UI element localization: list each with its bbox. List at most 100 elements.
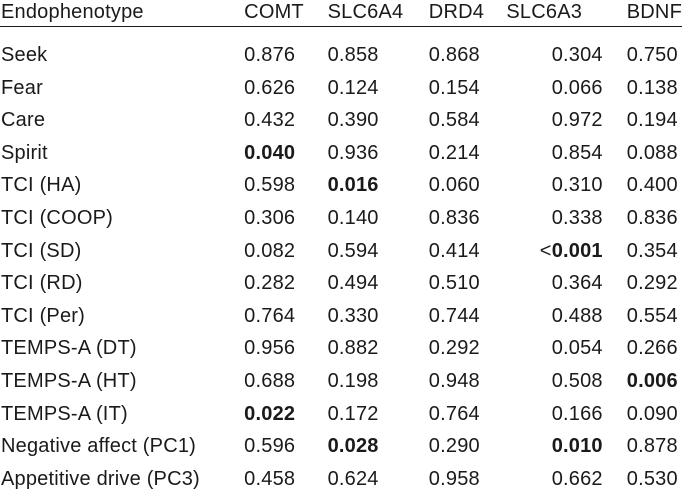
column-header-drd4: DRD4 bbox=[428, 0, 507, 27]
significant-p-value: 0.010 bbox=[551, 435, 603, 458]
p-value: 0.530 bbox=[626, 467, 678, 490]
table-row: TEMPS-A (DT) 0.956 0.882 0.292 0.054 0.266 bbox=[0, 332, 682, 365]
cell-bdnf: 0.400 bbox=[627, 169, 682, 202]
cell-drd4: 0.510 bbox=[429, 267, 507, 300]
row-label: Appetitive drive (PC3) bbox=[1, 467, 200, 490]
column-header-slc6a3: SLC6A3 bbox=[506, 0, 627, 27]
p-value: 0.338 bbox=[551, 206, 603, 229]
row-label: TCI (RD) bbox=[1, 272, 83, 295]
cell-bdnf: 0.836 bbox=[627, 202, 682, 235]
table-body: Seek 0.876 0.858 0.868 0.304 0.750 Fear 0.626 0.… bbox=[0, 27, 682, 496]
p-value: 0.584 bbox=[428, 109, 480, 132]
p-value: 0.858 bbox=[327, 44, 379, 66]
cell-drd4: 0.958 bbox=[429, 463, 507, 496]
table-row: TCI (RD) 0.282 0.494 0.510 0.364 0.292 bbox=[0, 267, 682, 300]
cell-bdnf: 0.194 bbox=[627, 104, 682, 137]
cell-slc6a4: 0.858 bbox=[328, 27, 429, 72]
cell-drd4: 0.290 bbox=[429, 430, 507, 463]
cell-drd4: 0.292 bbox=[429, 332, 507, 365]
cell-comt: 0.764 bbox=[244, 300, 327, 333]
p-value: 0.054 bbox=[551, 337, 603, 360]
cell-slc6a4: 0.594 bbox=[328, 235, 429, 268]
cell-drd4: 0.948 bbox=[429, 365, 507, 398]
table-header: Endophenotype COMT SLC6A4 DRD4 SLC6A3 BD… bbox=[0, 0, 682, 27]
significant-p-value: 0.016 bbox=[327, 174, 379, 197]
cell-drd4: 0.060 bbox=[429, 169, 507, 202]
p-value: 0.488 bbox=[551, 304, 603, 327]
cell-drd4: 0.414 bbox=[429, 235, 507, 268]
p-value: 0.876 bbox=[244, 44, 296, 66]
p-value: 0.956 bbox=[244, 337, 296, 360]
p-value: 0.594 bbox=[327, 239, 379, 262]
table-row: TCI (SD) 0.082 0.594 0.414 <0.001 0.354 bbox=[0, 235, 682, 268]
cell-drd4: 0.764 bbox=[429, 398, 507, 431]
significant-p-value: 0.022 bbox=[244, 402, 296, 425]
p-value: 0.836 bbox=[428, 206, 480, 229]
p-value: 0.958 bbox=[428, 467, 480, 490]
cell-slc6a3: 0.662 bbox=[506, 463, 626, 496]
p-value: 0.750 bbox=[626, 44, 678, 66]
row-label: Negative affect (PC1) bbox=[1, 435, 197, 458]
cell-comt: 0.458 bbox=[244, 463, 327, 496]
cell-slc6a4: 0.172 bbox=[328, 398, 429, 431]
cell-bdnf: 0.292 bbox=[627, 267, 682, 300]
header-row: Endophenotype COMT SLC6A4 DRD4 SLC6A3 BD… bbox=[0, 0, 682, 27]
p-value: 0.140 bbox=[327, 206, 379, 229]
cell-bdnf: 0.266 bbox=[627, 332, 682, 365]
p-value: 0.882 bbox=[327, 337, 379, 360]
p-value: 0.066 bbox=[551, 76, 603, 99]
p-value: 0.854 bbox=[551, 141, 603, 164]
p-value: 0.154 bbox=[428, 76, 480, 99]
p-value: 0.124 bbox=[327, 76, 379, 99]
p-value: 0.214 bbox=[428, 141, 480, 164]
cell-comt: 0.876 bbox=[244, 27, 327, 72]
table-row: Spirit 0.040 0.936 0.214 0.854 0.088 bbox=[0, 137, 682, 170]
p-value: 0.306 bbox=[244, 206, 296, 229]
p-value: 0.936 bbox=[327, 141, 379, 164]
p-value: 0.598 bbox=[244, 174, 296, 197]
p-value: 0.626 bbox=[244, 76, 296, 99]
cell-slc6a3: 0.488 bbox=[506, 300, 626, 333]
cell-slc6a3: 0.972 bbox=[506, 104, 626, 137]
table-row: Appetitive drive (PC3) 0.458 0.624 0.958 0.6… bbox=[0, 463, 682, 496]
p-value: 0.508 bbox=[551, 369, 603, 392]
p-value: 0.194 bbox=[626, 109, 678, 132]
row-label: TEMPS-A (IT) bbox=[1, 402, 128, 425]
p-value: 0.432 bbox=[244, 109, 296, 132]
p-value: 0.764 bbox=[428, 402, 480, 425]
p-value: 0.060 bbox=[428, 174, 480, 197]
row-label: TEMPS-A (DT) bbox=[1, 337, 137, 360]
cell-slc6a4: 0.624 bbox=[328, 463, 429, 496]
p-value: 0.198 bbox=[327, 369, 379, 392]
row-label: TCI (SD) bbox=[1, 239, 82, 262]
p-value: 0.088 bbox=[626, 141, 678, 164]
p-value: 0.878 bbox=[626, 435, 678, 458]
p-value: 0.494 bbox=[327, 272, 379, 295]
cell-drd4: 0.214 bbox=[429, 137, 507, 170]
cell-bdnf: 0.006 bbox=[627, 365, 682, 398]
cell-slc6a4: 0.936 bbox=[328, 137, 429, 170]
cell-comt: 0.082 bbox=[244, 235, 327, 268]
table-row: TCI (Per) 0.764 0.330 0.744 0.488 0.554 bbox=[0, 300, 682, 333]
p-value: 0.292 bbox=[626, 272, 678, 295]
p-value: 0.458 bbox=[244, 467, 296, 490]
p-value: 0.082 bbox=[244, 239, 296, 262]
table-row: TEMPS-A (HT) 0.688 0.198 0.948 0.508 0.006 bbox=[0, 365, 682, 398]
cell-comt: 0.432 bbox=[244, 104, 327, 137]
cell-slc6a4: 0.140 bbox=[328, 202, 429, 235]
cell-slc6a4: 0.016 bbox=[328, 169, 429, 202]
p-value: 0.744 bbox=[428, 304, 480, 327]
cell-drd4: 0.836 bbox=[429, 202, 507, 235]
p-value: 0.624 bbox=[327, 467, 379, 490]
cell-slc6a4: 0.390 bbox=[328, 104, 429, 137]
p-value: 0.172 bbox=[327, 402, 379, 425]
cell-bdnf: 0.750 bbox=[627, 27, 682, 72]
cell-slc6a3: 0.854 bbox=[506, 137, 626, 170]
significant-p-value: 0.028 bbox=[327, 435, 379, 458]
cell-bdnf: 0.138 bbox=[627, 72, 682, 105]
cell-drd4: 0.584 bbox=[429, 104, 507, 137]
cell-bdnf: 0.554 bbox=[627, 300, 682, 333]
table-row: Care 0.432 0.390 0.584 0.972 0.194 bbox=[0, 104, 682, 137]
p-value: 0.266 bbox=[626, 337, 678, 360]
